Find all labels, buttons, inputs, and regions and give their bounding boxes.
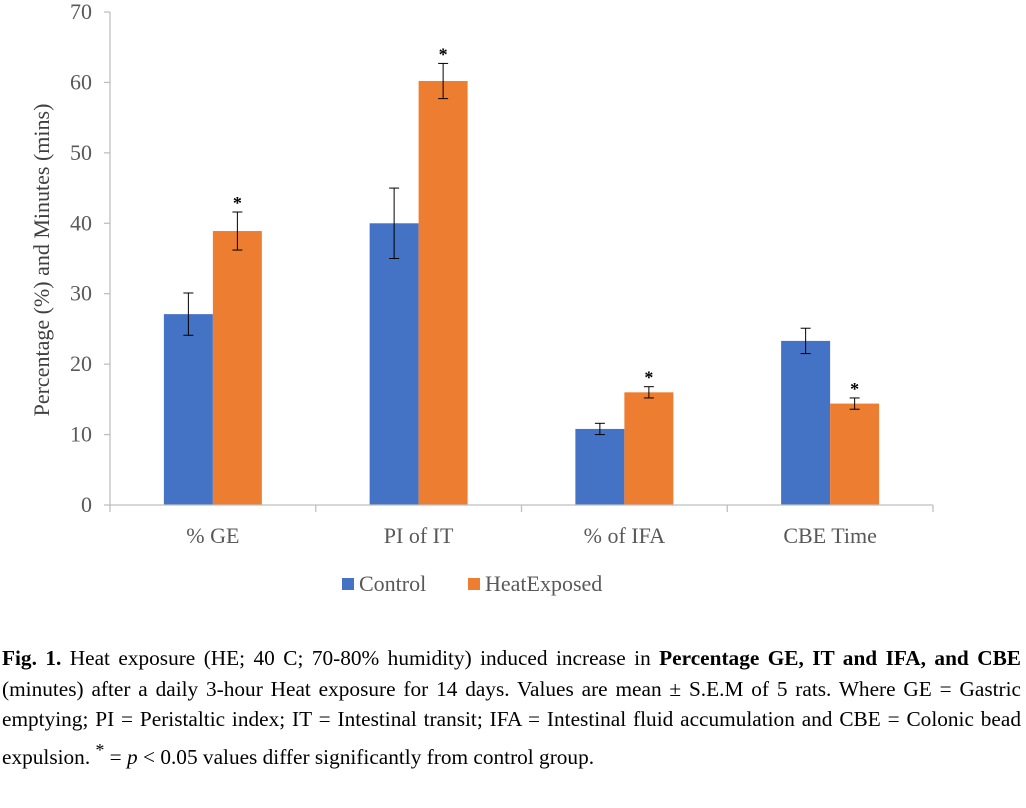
bar [575, 428, 625, 505]
y-tick-label: 20 [70, 351, 92, 376]
category-label: CBE Time [783, 523, 877, 548]
error-bars [183, 62, 860, 436]
y-axis-label: Percentage (%) and Minutes (mins) [29, 104, 54, 417]
y-tick-label: 50 [70, 140, 92, 165]
x-axis-ticks [109, 505, 934, 512]
bar [624, 392, 674, 505]
bar [212, 231, 262, 506]
caption-text-2: (minutes) after a daily 3-hour Heat expo… [2, 676, 1021, 769]
legend-label: Control [359, 571, 426, 596]
figure-label: Fig. 1. [2, 646, 62, 670]
bar [830, 403, 880, 505]
y-tick-label: 60 [70, 69, 92, 94]
y-tick-label: 40 [70, 210, 92, 235]
legend-swatch [342, 578, 354, 590]
significance-markers: * * * * [233, 44, 859, 399]
significance-star: * [233, 193, 242, 213]
bar [418, 81, 468, 506]
bar-chart: Percentage (%) and Minutes (mins) 0 10 20 3… [29, 0, 934, 596]
figure-caption: Fig. 1. Heat exposure (HE; 40 C; 70-80% … [2, 643, 1021, 772]
caption-asterisk: * [95, 739, 105, 760]
bar [369, 223, 419, 506]
bar [163, 314, 213, 505]
x-axis-category-labels: % GE PI of IT % of IFA CBE Time [186, 523, 877, 548]
legend-label: HeatExposed [485, 571, 602, 596]
legend: Control HeatExposed [342, 571, 602, 596]
significance-star: * [850, 379, 859, 399]
significance-star: * [439, 44, 448, 64]
y-tick-label: 70 [70, 0, 92, 24]
y-tick-label: 0 [81, 492, 92, 517]
y-axis-ticks: 0 10 20 30 40 50 60 70 [70, 0, 110, 517]
caption-text-3: = [104, 744, 128, 769]
category-label: % GE [186, 523, 239, 548]
category-label: % of IFA [584, 523, 666, 548]
caption-bold-text: Percentage GE, IT and IFA, and CBE [659, 646, 1021, 670]
caption-text-4: < 0.05 values differ significantly from … [137, 744, 595, 769]
y-tick-label: 10 [70, 422, 92, 447]
caption-p-symbol: p [127, 744, 138, 769]
category-label: PI of IT [384, 523, 454, 548]
caption-text-1: Heat exposure (HE; 40 C; 70-80% humidity… [61, 646, 660, 670]
bars [163, 81, 880, 506]
legend-swatch [468, 578, 480, 590]
significance-star: * [644, 368, 653, 388]
bar [781, 340, 831, 505]
y-tick-label: 30 [70, 281, 92, 306]
